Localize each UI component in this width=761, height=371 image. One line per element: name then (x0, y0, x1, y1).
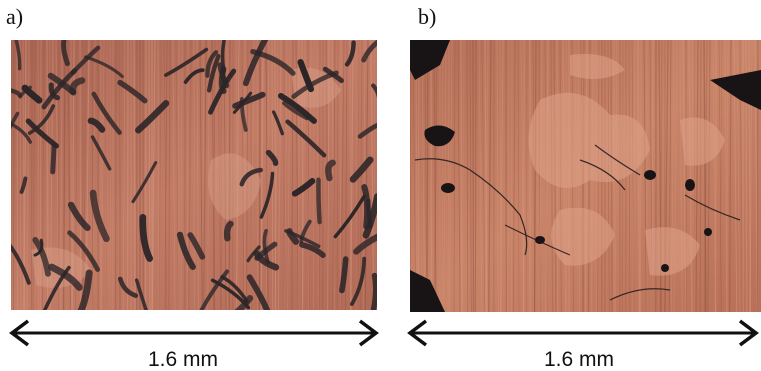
dark-phase-needle (220, 275, 249, 304)
dark-phase-needle (50, 143, 57, 175)
dark-phase-needle (286, 228, 300, 245)
dark-phase-needle (27, 104, 56, 135)
dark-phase-needle (254, 241, 278, 261)
panel-b-micrograph (410, 40, 761, 312)
dark-phase-needle (239, 167, 263, 187)
panel-a-label: a) (6, 4, 24, 29)
dark-phase-needle (299, 219, 312, 244)
dark-phase-needle (217, 62, 230, 89)
dark-phase-needle (223, 220, 234, 242)
dark-phase-needle (299, 242, 326, 258)
dark-phase-needle (325, 159, 336, 182)
micrograph-a-image (11, 40, 377, 310)
dark-phase-needle (271, 110, 284, 136)
dark-phase-needle (176, 231, 196, 270)
dark-phase-needle (139, 214, 153, 262)
dark-phase-needle (90, 135, 112, 171)
dark-phase-needle (18, 85, 32, 99)
dark-phase-needle (371, 83, 377, 99)
dark-phase-needle (117, 79, 148, 104)
dark-phase-needle (61, 40, 70, 67)
dark-phase-needle (187, 232, 206, 260)
dark-phase-needle (353, 233, 377, 255)
dark-phase-needle (259, 171, 275, 219)
panel-a-micrograph (11, 40, 377, 310)
dark-phase-needle (89, 189, 110, 243)
dark-phase-needle (70, 45, 101, 75)
panel-a-scale-bar (6, 318, 382, 348)
dark-phase-needle (135, 100, 170, 134)
double-arrow-icon (407, 319, 759, 347)
panel-b-scale-label: 1.6 mm (544, 348, 615, 371)
dark-phase-needle (164, 47, 209, 77)
dark-phase-needle (291, 70, 339, 99)
dark-phase-needle (322, 66, 344, 84)
dark-phase-needle (19, 176, 28, 194)
dark-phase-needle (291, 178, 316, 197)
dark-phase-needle (232, 91, 266, 109)
dark-phase-needle (361, 40, 377, 63)
dark-phase-needle (282, 101, 309, 121)
dark-phase-needle (285, 119, 327, 158)
dark-phase-needle (134, 278, 148, 310)
dark-phase-needle (42, 265, 71, 310)
dark-phase-needle (91, 91, 122, 135)
panel-a-scale-label: 1.6 mm (148, 348, 219, 371)
panel-b-label: b) (418, 4, 437, 29)
dark-phase-needle (32, 236, 51, 277)
dark-phase-needle (242, 40, 269, 87)
dark-phase-needle (349, 156, 374, 183)
dark-phase-needle (232, 91, 253, 114)
dark-phase-needle (206, 53, 221, 93)
dark-phase-needle (183, 68, 205, 84)
dark-phase-needle (11, 244, 31, 285)
double-arrow-icon (9, 319, 379, 347)
dark-phase-needle (205, 50, 219, 78)
dark-phase-needle (362, 193, 377, 239)
dark-phase-needle (339, 256, 349, 294)
dark-phase-needle (234, 294, 254, 310)
panel-b-scale-bar (404, 318, 761, 348)
dark-phase-needle (199, 269, 229, 310)
dark-phase-needle (87, 117, 106, 133)
dark-phase-needle (246, 274, 271, 310)
dark-phase-needle (67, 201, 91, 231)
dark-phase-needle (33, 238, 44, 257)
dark-phase-needle (220, 40, 226, 73)
dark-phase-needle (350, 256, 367, 306)
dark-phase-needle (265, 149, 279, 166)
dark-phase-needle (48, 263, 83, 291)
dark-phase-needle (246, 245, 261, 263)
dark-phase-needle (14, 40, 22, 71)
micrograph-b-image (410, 40, 761, 312)
dark-phase-needle (11, 111, 20, 130)
dark-phase-needle (11, 122, 32, 144)
dark-phase-needle (117, 276, 139, 298)
dark-phase-needle (344, 40, 356, 67)
dark-phase-needle (67, 230, 100, 272)
dark-phase-needle (316, 177, 322, 225)
dark-phase-needle (357, 122, 377, 139)
dark-phase-needle (277, 92, 317, 124)
dark-phase-needle (366, 198, 373, 229)
dark-phase-needle (47, 72, 77, 96)
dark-phase-needle (333, 194, 366, 239)
dark-phase-needle (77, 269, 93, 310)
dark-phase-needle (262, 228, 270, 265)
dark-phase-needle (131, 161, 158, 204)
dark-phase-needle (370, 272, 377, 310)
